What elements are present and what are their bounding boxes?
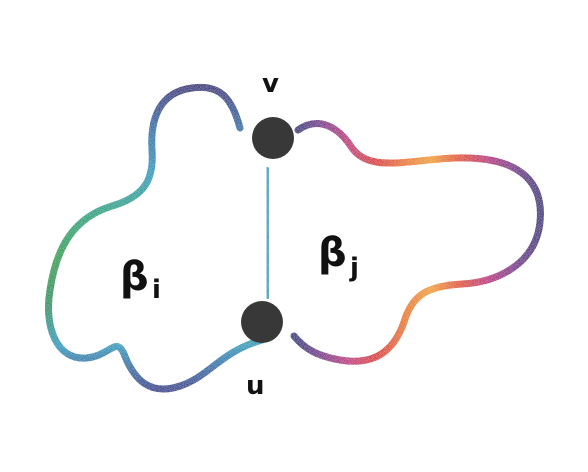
vertex-v	[252, 117, 294, 159]
svg-text:β: β	[318, 230, 347, 276]
vertex-v-label: v	[262, 69, 279, 99]
svg-text:β: β	[120, 254, 149, 300]
edge-v-u	[264, 167, 272, 299]
svg-text:j: j	[349, 253, 359, 283]
region-beta-i-label: β i	[120, 254, 161, 305]
region-beta-j-label: β j	[318, 230, 359, 283]
left-loop-curve	[45, 83, 266, 393]
svg-text:i: i	[152, 275, 161, 305]
vertex-u-label: u	[246, 371, 265, 401]
vertex-u	[241, 301, 283, 343]
right-loop-curve	[290, 120, 544, 365]
